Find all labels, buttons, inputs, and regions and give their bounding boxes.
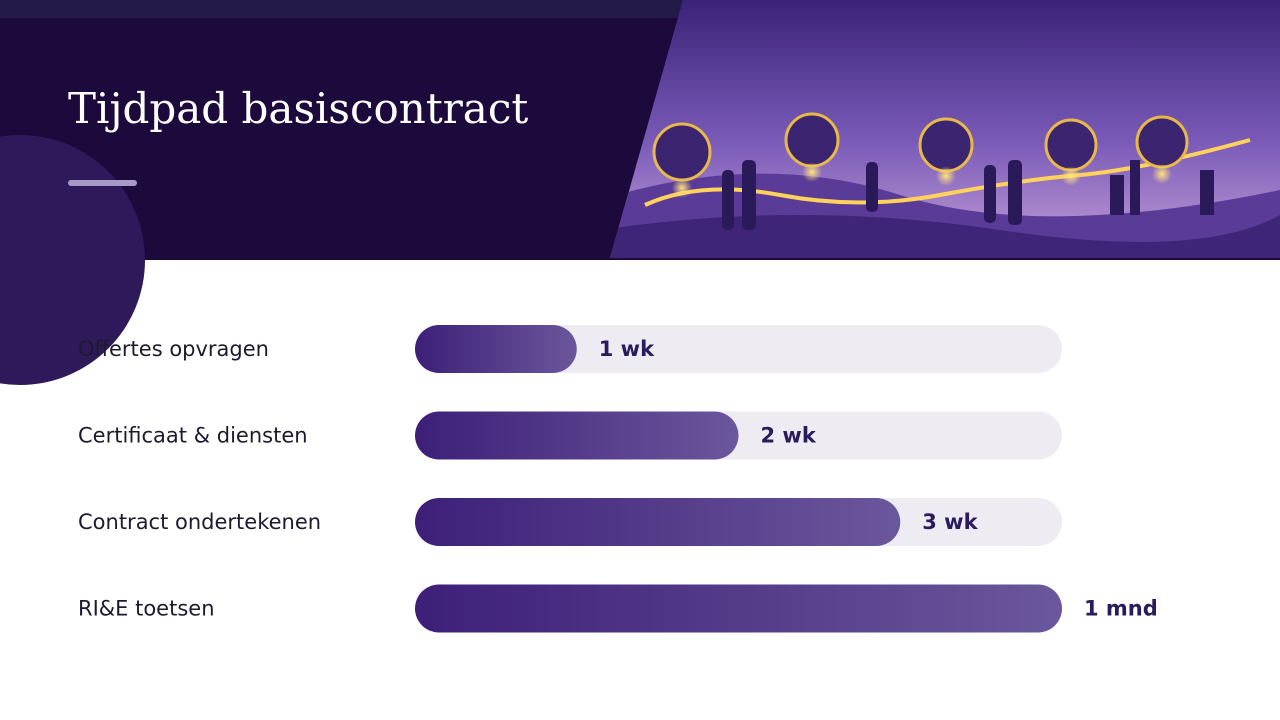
decor-circle	[0, 135, 145, 385]
bar	[415, 584, 1062, 633]
bar	[415, 325, 577, 373]
plot: Offertes opvragen 1 wk Certificaat & diens…	[78, 325, 1158, 633]
bar	[415, 411, 739, 460]
top-strip	[0, 0, 690, 18]
header: Tijdpad basiscontract	[0, 0, 1280, 385]
title: Tijdpad basiscontract	[68, 84, 528, 133]
value-label: 1 wk	[599, 337, 655, 361]
illustration	[610, 0, 1280, 258]
value-label: 1 mnd	[1084, 597, 1158, 621]
category-label: Offertes opvragen	[78, 337, 269, 361]
title-underline	[68, 180, 137, 186]
value-label: 2 wk	[761, 424, 817, 448]
bar	[415, 498, 901, 546]
value-label: 3 wk	[922, 510, 978, 534]
category-label: Certificaat & diensten	[78, 424, 308, 448]
category-label: Contract ondertekenen	[78, 510, 321, 534]
category-label: RI&E toetsen	[78, 597, 215, 621]
bar-track	[415, 325, 1062, 373]
